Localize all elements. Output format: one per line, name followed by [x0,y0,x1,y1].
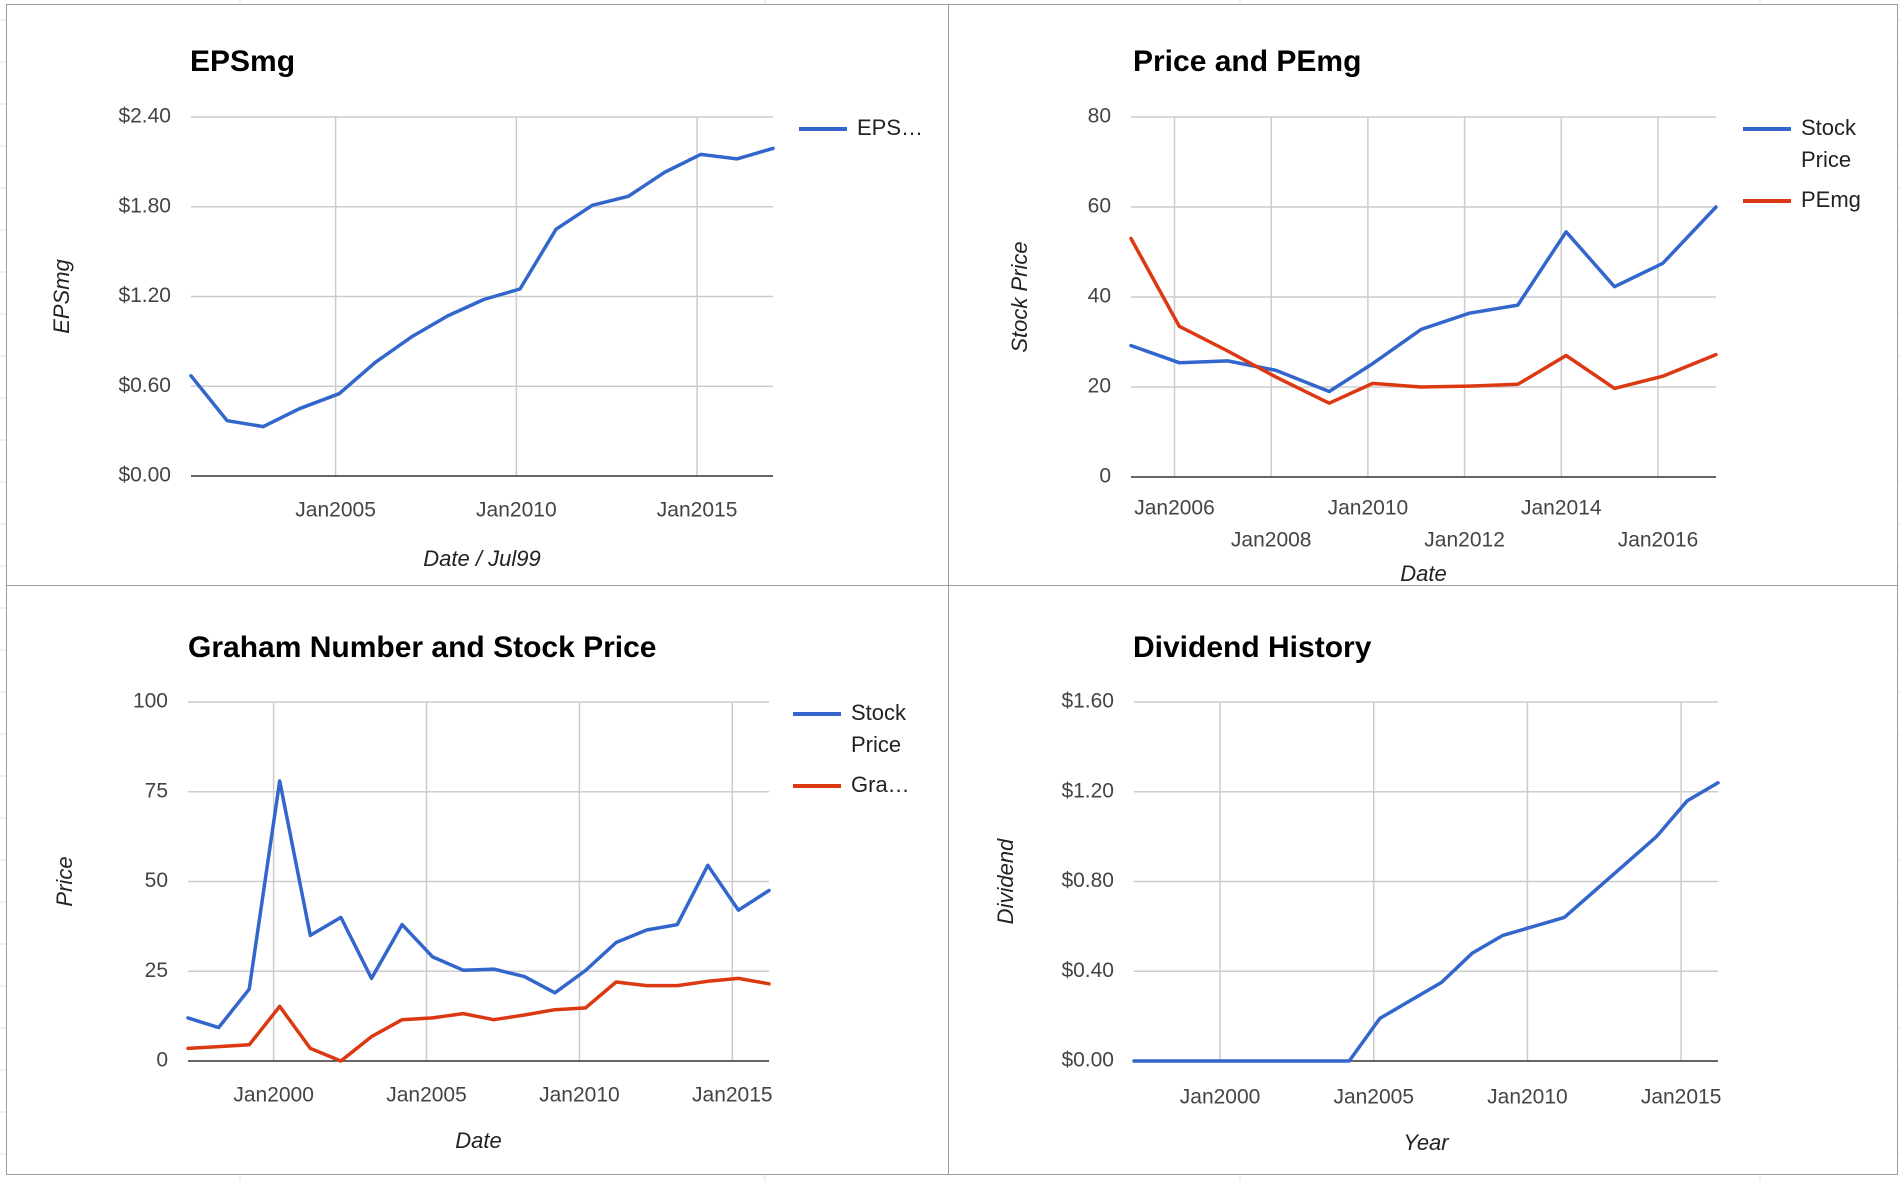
y-axis-label: Stock Price [1007,241,1032,352]
x-tick-label: Jan2010 [1487,1086,1568,1109]
x-tick-label: Jan2012 [1424,529,1505,552]
x-tick-label: Jan2005 [295,499,376,522]
series-line [1132,781,1720,1063]
legend-label: PEmg [1801,187,1861,212]
legend-label: Stock [1801,115,1857,140]
series-line [1129,236,1718,405]
x-tick-label: Jan2006 [1134,497,1215,520]
y-tick-label: $0.80 [1061,869,1114,892]
chart-graham: Graham Number and Stock Price 0 25 50 75 100 J… [52,631,910,1153]
y-tick-label: 80 [1088,105,1111,128]
y-tick-label: $0.00 [118,464,171,487]
x-tick-label: Jan2005 [386,1084,467,1107]
y-tick-label: 25 [145,959,168,982]
chart-panel-epsmg[interactable]: EPSmg $0.00 $0.60 $1.20 $1.80 $2.40 Jan2005 Jan… [6,4,949,586]
series-line [1129,205,1718,394]
y-tick-label: $0.00 [1061,1049,1114,1072]
x-tick-label: Jan2010 [476,499,557,522]
x-axis-label: Date / Jul99 [423,546,540,571]
y-tick-label: $2.40 [118,105,171,128]
x-axis-label: Year [1403,1130,1450,1155]
chart-panel-price-pemg[interactable]: Price and PEmg 0 20 40 60 80 Jan2006 Jan2008 Jan… [948,4,1898,586]
y-tick-label: 0 [156,1049,168,1072]
x-tick-label: Jan2010 [539,1084,620,1107]
y-tick-label: 100 [133,690,168,713]
y-tick-label: 50 [145,869,168,892]
legend-label: EPS… [857,115,923,140]
y-tick-label: $0.40 [1061,959,1114,982]
x-axis-label: Date [455,1128,501,1153]
y-tick-label: 0 [1099,465,1111,488]
legend-label: Stock [851,700,907,725]
x-tick-label: Jan2015 [1641,1086,1722,1109]
legend-label: Price [1801,147,1851,172]
chart-price-pemg: Price and PEmg 0 20 40 60 80 Jan2006 Jan2008 Jan… [1007,45,1861,586]
y-axis-label: Price [52,856,77,906]
chart-panel-dividend[interactable]: Dividend History $0.00 $0.40 $0.80 $1.20 $1.6… [948,585,1898,1175]
legend-label: Gra… [851,772,910,797]
y-tick-label: $1.20 [1061,779,1114,802]
x-tick-label: Jan2015 [692,1084,773,1107]
series-line [189,146,775,429]
y-tick-label: 20 [1088,375,1111,398]
series-line [186,976,771,1063]
series-line [186,779,771,1030]
x-tick-label: Jan2015 [657,499,738,522]
chart-dividend: Dividend History $0.00 $0.40 $0.80 $1.20 $1.6… [993,631,1722,1155]
chart-title: Dividend History [1133,631,1372,664]
x-tick-label: Jan2000 [1180,1086,1261,1109]
x-tick-label: Jan2000 [233,1084,314,1107]
chart-panel-graham[interactable]: Graham Number and Stock Price 0 25 50 75 100 J… [6,585,949,1175]
y-tick-label: $0.60 [118,374,171,397]
x-tick-label: Jan2014 [1521,497,1602,520]
x-tick-label: Jan2016 [1618,529,1699,552]
x-tick-label: Jan2005 [1333,1086,1414,1109]
y-tick-label: $1.60 [1061,690,1114,713]
y-axis-label: Dividend [993,838,1018,924]
legend-label: Price [851,732,901,757]
y-axis-label: EPSmg [49,258,74,333]
y-tick-label: 60 [1088,195,1111,218]
y-tick-label: $1.20 [118,284,171,307]
y-tick-label: $1.80 [118,194,171,217]
chart-title: EPSmg [190,45,295,78]
x-axis-label: Date [1400,561,1446,586]
y-tick-label: 75 [145,779,168,802]
x-tick-label: Jan2008 [1231,529,1312,552]
chart-epsmg: EPSmg $0.00 $0.60 $1.20 $1.80 $2.40 Jan2005 Jan… [49,45,923,571]
y-tick-label: 40 [1088,285,1111,308]
chart-title: Price and PEmg [1133,45,1361,78]
chart-title: Graham Number and Stock Price [188,631,657,664]
x-tick-label: Jan2010 [1328,497,1409,520]
